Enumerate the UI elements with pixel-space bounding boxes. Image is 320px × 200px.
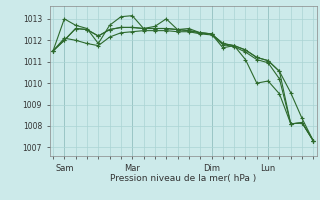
X-axis label: Pression niveau de la mer( hPa ): Pression niveau de la mer( hPa ) [110,174,256,183]
